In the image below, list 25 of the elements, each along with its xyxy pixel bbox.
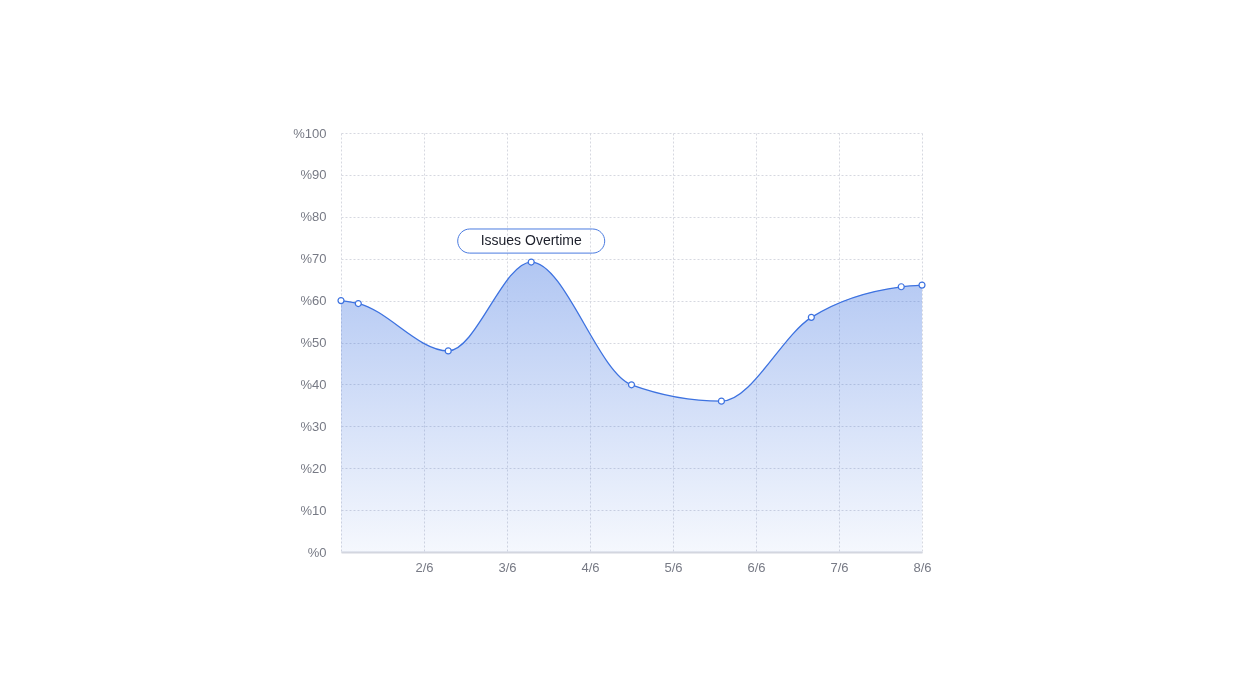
y-tick-label: %0 <box>307 544 327 560</box>
point <box>627 381 636 389</box>
y-tick-label: %30 <box>300 418 327 434</box>
y-tick-label: %90 <box>300 167 327 183</box>
point <box>807 313 815 321</box>
y-tick-label: %100 <box>293 125 327 141</box>
y-tick-label: %70 <box>300 251 327 267</box>
point <box>897 283 905 291</box>
x-tick-label: 2/6 <box>415 559 434 575</box>
y-tick-label: %60 <box>300 293 327 309</box>
x-tick-label: 6/6 <box>747 559 766 575</box>
x-tick-label: 4/6 <box>581 559 600 575</box>
x-tick-label: 5/6 <box>664 559 683 575</box>
point <box>717 397 726 405</box>
x-tick-label: 8/6 <box>913 559 932 575</box>
y-tick-label: %20 <box>300 460 327 476</box>
y-tick-label: %80 <box>300 209 327 225</box>
y-tick-label: %50 <box>300 335 327 350</box>
annotation: Issues Overtime <box>480 232 582 249</box>
y-tick-label: %10 <box>300 502 327 518</box>
x-tick-label: 7/6 <box>830 559 849 575</box>
point <box>354 299 362 308</box>
point <box>444 347 452 355</box>
x-tick-label: 3/6 <box>498 559 517 575</box>
y-tick-label: %40 <box>300 376 327 392</box>
